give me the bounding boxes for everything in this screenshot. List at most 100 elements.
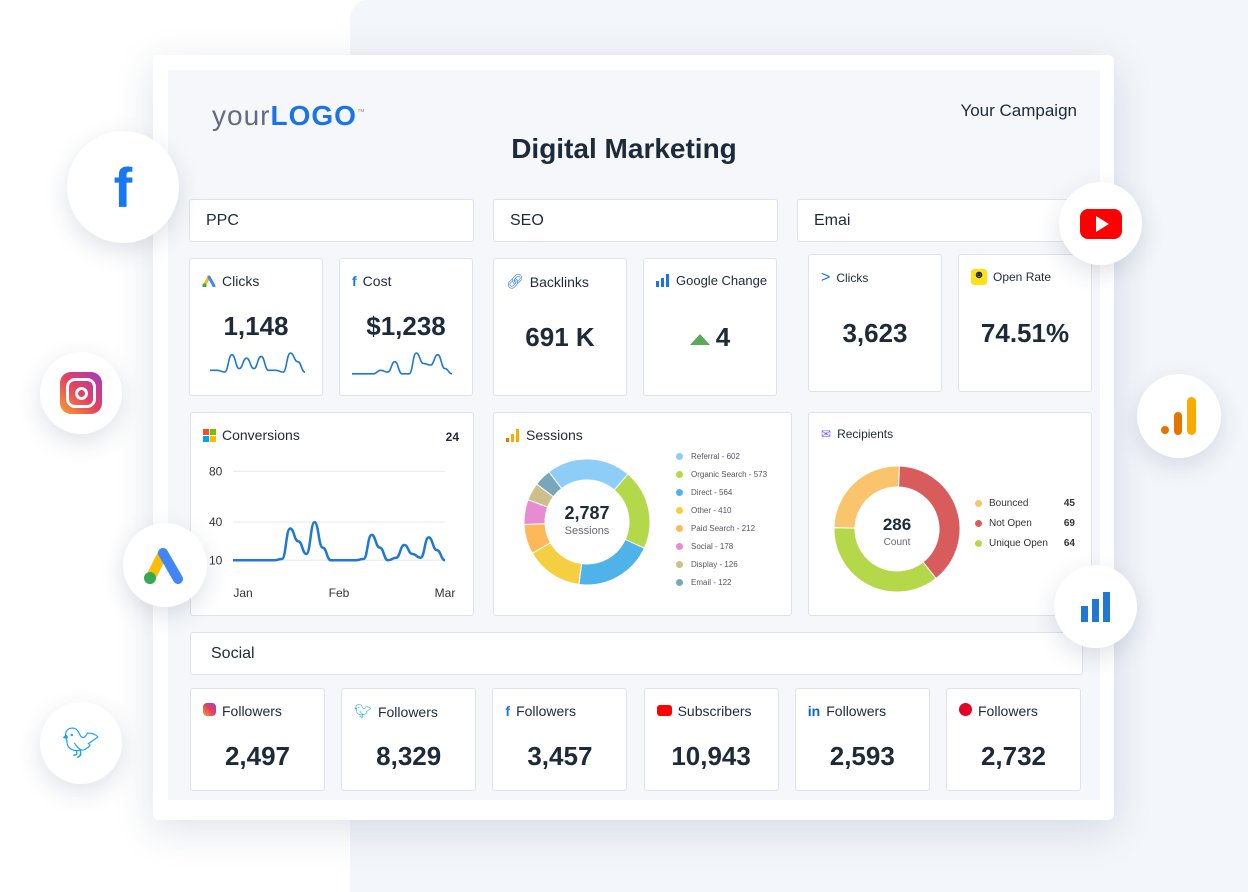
recipients-card: ✉ Recipients 286 Count Bounced 45 Not Open 6…	[808, 412, 1092, 616]
microsoft-icon	[203, 428, 216, 442]
card-value: 1,148	[223, 311, 289, 341]
legend-item: Not Open 69	[975, 513, 1075, 533]
donut-slice-not-open	[898, 465, 961, 580]
facebook-icon: f	[113, 155, 133, 219]
legend-item: Organic Search - 573	[676, 465, 767, 483]
social-card-pinterest: Followers 2,732	[946, 688, 1081, 791]
legend-label: Paid Search - 212	[691, 523, 756, 533]
conversions-line	[233, 520, 446, 562]
sparkline-path	[210, 352, 305, 373]
card-value: 8,329	[376, 741, 442, 771]
legend-item: Display - 126	[676, 555, 767, 573]
x-tick-label: Jan	[233, 586, 252, 600]
y-tick-label: 10	[209, 553, 223, 567]
recipients-legend: Bounced 45 Not Open 69 Unique Open 64	[975, 493, 1075, 553]
instagram-icon	[60, 372, 102, 414]
campaign-name: Your Campaign	[960, 101, 1077, 120]
donut-center-value: 2,787	[564, 503, 610, 523]
legend-label: Unique Open	[989, 537, 1048, 549]
social-card-twitter: 🐦︎ Followers 8,329	[341, 688, 477, 791]
social-card-facebook: f Followers 3,457	[492, 688, 628, 791]
link-icon: 🔗︎	[506, 273, 524, 289]
twitter-icon: 🐦︎	[354, 703, 372, 719]
instagram-icon	[203, 703, 216, 719]
card-value: 2,593	[829, 741, 895, 771]
card-label: Followers	[222, 703, 282, 719]
google-ads-icon	[144, 548, 183, 584]
bar-chart-icon	[656, 274, 669, 287]
card-value: 10,943	[671, 741, 751, 771]
card-value: 691 K	[525, 322, 595, 352]
google-analytics-icon	[506, 428, 519, 442]
y-tick-label: 40	[209, 515, 223, 529]
legend-item: Unique Open 64	[975, 533, 1075, 553]
conversions-chart: 10 40 80 Jan Feb Mar	[209, 464, 456, 600]
donut-slice-unique-open	[833, 527, 937, 593]
bar-chart-bubble	[1054, 565, 1137, 648]
page-title: Digital Marketing	[511, 133, 737, 164]
donut-slice-email	[535, 471, 563, 498]
legend-label: Organic Search - 573	[691, 469, 768, 479]
sparkline-path	[352, 352, 452, 375]
legend-item: Referral - 602	[676, 447, 767, 465]
twitter-icon: 🐦︎	[61, 726, 101, 760]
card-value: $1,238	[366, 311, 446, 341]
donut-center-value: 286	[882, 515, 912, 534]
google-ads-icon	[202, 275, 216, 287]
card-label: Recipients	[837, 427, 894, 441]
youtube-icon	[656, 703, 672, 719]
donut-center-label: Count	[883, 537, 911, 548]
envelope-icon: ✉	[821, 427, 832, 441]
card-label: Followers	[377, 703, 438, 720]
legend-item: Direct - 564	[676, 483, 767, 501]
card-label: Conversions	[222, 427, 300, 443]
donut-center-label: Sessions	[564, 525, 610, 537]
send-icon: >	[821, 269, 831, 286]
logo-logo: LOGO	[270, 100, 357, 131]
x-tick-label: Mar	[435, 586, 456, 600]
legend-item: Other - 410	[676, 501, 767, 519]
section-social: Social	[190, 632, 1083, 675]
card-value: 4	[715, 322, 731, 352]
recipients-donut	[833, 465, 961, 593]
legend-value: 64	[1063, 537, 1075, 549]
y-tick-label: 80	[209, 464, 223, 478]
social-card-youtube: Subscribers 10,943	[643, 688, 779, 791]
instagram-bubble	[40, 352, 122, 434]
logo-your: your	[212, 100, 271, 131]
card-label: Clicks	[836, 271, 869, 285]
linkedin-icon: in	[807, 703, 821, 719]
ppc-cost-card: f Cost $1,238	[339, 258, 473, 396]
card-label: Google Change	[676, 273, 768, 288]
social-card-instagram: Followers 2,497	[190, 688, 325, 791]
card-label: Backlinks	[529, 273, 589, 290]
email-clicks-card: > Clicks 3,623	[808, 254, 942, 392]
section-email: Emai	[797, 199, 1082, 242]
donut-slice-referral	[548, 458, 629, 491]
up-arrow-icon	[689, 333, 710, 345]
pinterest-icon	[959, 703, 972, 719]
x-tick-label: Feb	[329, 586, 350, 600]
donut-slice-direct	[578, 538, 645, 586]
legend-label: Social - 178	[691, 541, 734, 551]
section-seo: SEO	[493, 199, 778, 242]
legend-label: Email - 122	[691, 577, 732, 587]
google-change-card: Google Change 4	[643, 258, 777, 396]
card-label: Subscribers	[677, 703, 752, 719]
legend-value: 45	[1063, 497, 1075, 509]
social-card-linkedin: in Followers 2,593	[794, 688, 930, 791]
legend-label: Direct - 564	[691, 487, 733, 497]
legend-item: Bounced 45	[975, 493, 1075, 513]
mailchimp-icon: ☻	[971, 269, 987, 285]
section-ppc: PPC	[189, 199, 474, 242]
open-rate-card: ☻ Open Rate 74.51%	[958, 254, 1092, 392]
legend-label: Bounced	[989, 497, 1029, 509]
card-value: 2,732	[980, 741, 1047, 771]
card-value: 3,457	[527, 741, 593, 771]
sessions-donut	[523, 458, 651, 586]
card-value: 3,623	[842, 318, 908, 348]
ppc-clicks-card: Clicks 1,148	[189, 258, 323, 396]
card-label: Followers	[826, 703, 887, 719]
facebook-icon: f	[352, 273, 357, 289]
card-label: Followers	[516, 703, 576, 719]
